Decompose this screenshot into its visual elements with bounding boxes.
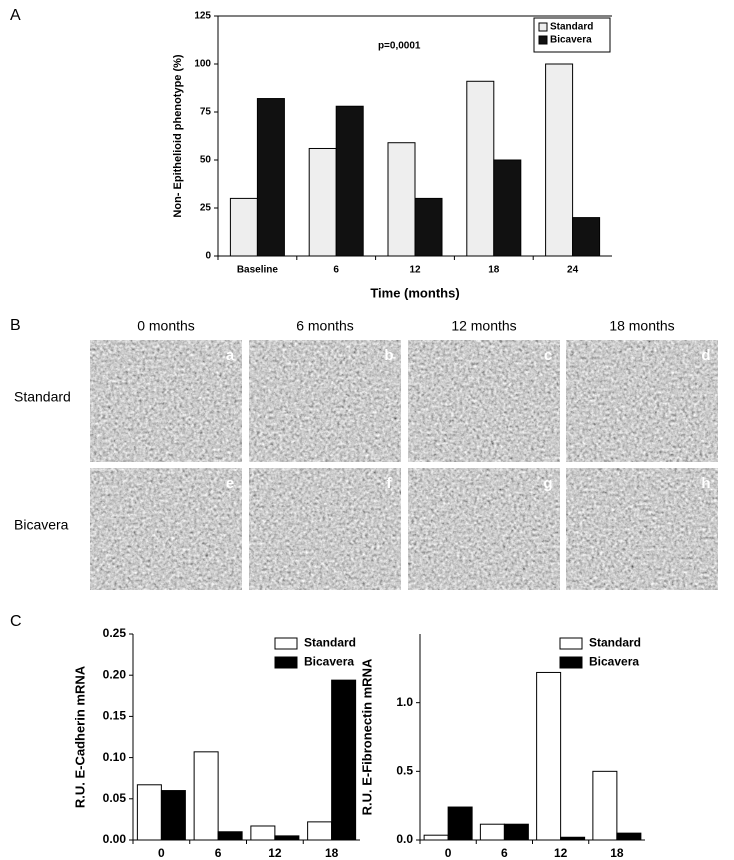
y-tick-label: 25 xyxy=(200,203,212,214)
bar xyxy=(387,142,416,257)
legend-label: Standard xyxy=(589,636,641,650)
row-label: Standard xyxy=(14,389,71,405)
legend-label: Bicavera xyxy=(589,655,639,669)
bar xyxy=(479,823,505,841)
row-label: Bicavera xyxy=(14,517,69,533)
bar xyxy=(160,790,186,841)
bar xyxy=(536,671,562,841)
x-tick-label: 18 xyxy=(610,846,624,860)
panel-label: C xyxy=(10,613,22,630)
image-letter: f xyxy=(387,475,393,492)
image-letter: h xyxy=(701,475,710,492)
legend-swatch xyxy=(274,656,298,669)
image-letter: c xyxy=(544,347,552,364)
bar xyxy=(335,105,364,257)
bar xyxy=(423,834,449,841)
column-header: 12 months xyxy=(451,318,516,334)
bar xyxy=(592,770,618,841)
y-tick-label: 0.15 xyxy=(103,709,127,723)
y-tick-label: 0.25 xyxy=(103,626,127,640)
y-axis-label: Non- Epithelioid phenotype (%) xyxy=(172,54,184,217)
x-tick-label: 0 xyxy=(445,846,452,860)
x-tick-label: 12 xyxy=(409,265,421,276)
x-tick-label: 6 xyxy=(333,265,339,276)
x-tick-label: 6 xyxy=(215,846,222,860)
micrograph xyxy=(566,468,718,590)
micrograph xyxy=(408,340,560,462)
y-tick-label: 0.00 xyxy=(103,832,127,846)
image-letter: e xyxy=(226,475,234,492)
bar xyxy=(493,159,522,257)
bar xyxy=(274,835,300,841)
y-tick-label: 1.0 xyxy=(396,695,413,709)
x-tick-label: 0 xyxy=(158,846,165,860)
legend-label: Bicavera xyxy=(550,35,592,46)
x-tick-label: 12 xyxy=(554,846,568,860)
legend-swatch xyxy=(538,35,548,45)
image-letter: d xyxy=(701,347,710,364)
y-tick-label: 100 xyxy=(194,59,211,70)
y-tick-label: 0.20 xyxy=(103,667,127,681)
bar xyxy=(229,197,258,257)
x-tick-label: 18 xyxy=(488,265,500,276)
bar xyxy=(545,63,574,257)
y-tick-label: 75 xyxy=(200,107,212,118)
bar xyxy=(331,679,357,841)
bar xyxy=(193,751,219,841)
legend-swatch xyxy=(559,656,583,669)
x-tick-label: Baseline xyxy=(237,265,279,276)
micrograph xyxy=(566,340,718,462)
bar xyxy=(572,217,601,257)
y-tick-label: 0.5 xyxy=(396,764,413,778)
legend-swatch xyxy=(559,637,583,650)
y-tick-label: 0.05 xyxy=(103,791,127,805)
legend-label: Standard xyxy=(304,636,356,650)
micrograph xyxy=(408,468,560,590)
annotation: p=0,0001 xyxy=(378,41,421,52)
bar xyxy=(414,197,443,257)
y-tick-label: 0.0 xyxy=(396,832,413,846)
bar xyxy=(217,831,243,841)
panel-label: A xyxy=(10,7,21,24)
image-letter: a xyxy=(226,347,235,364)
y-tick-label: 0.10 xyxy=(103,750,127,764)
bar xyxy=(560,836,586,841)
column-header: 18 months xyxy=(609,318,674,334)
micrograph xyxy=(90,468,242,590)
bar xyxy=(503,823,529,841)
column-header: 0 months xyxy=(137,318,195,334)
x-tick-label: 24 xyxy=(567,265,579,276)
y-axis-label: R.U. E-Cadherin mRNA xyxy=(72,665,87,808)
y-tick-label: 125 xyxy=(194,11,211,22)
bar xyxy=(307,821,333,841)
y-tick-label: 50 xyxy=(200,155,212,166)
image-letter: g xyxy=(543,475,552,492)
x-axis-label: Time (months) xyxy=(370,285,459,300)
micrograph xyxy=(249,340,401,462)
bar xyxy=(136,784,162,841)
bar xyxy=(447,806,473,841)
micrograph xyxy=(249,468,401,590)
bar xyxy=(466,80,495,257)
bar xyxy=(256,98,285,257)
legend-label: Standard xyxy=(550,22,593,33)
legend-label: Bicavera xyxy=(304,655,354,669)
image-letter: b xyxy=(384,347,393,364)
column-header: 6 months xyxy=(296,318,354,334)
y-axis-label: R.U. E-Fibronectin mRNA xyxy=(359,658,374,815)
legend-swatch xyxy=(538,22,548,32)
bar xyxy=(250,825,276,841)
y-tick-label: 0 xyxy=(205,251,211,262)
micrograph xyxy=(90,340,242,462)
panel-label: B xyxy=(10,317,21,334)
bar xyxy=(616,832,642,841)
x-tick-label: 6 xyxy=(501,846,508,860)
legend-swatch xyxy=(274,637,298,650)
x-tick-label: 12 xyxy=(268,846,282,860)
bar xyxy=(308,147,337,257)
x-tick-label: 18 xyxy=(325,846,339,860)
